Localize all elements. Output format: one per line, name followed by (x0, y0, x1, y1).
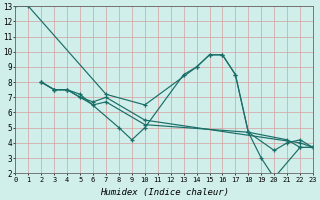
X-axis label: Humidex (Indice chaleur): Humidex (Indice chaleur) (100, 188, 229, 197)
